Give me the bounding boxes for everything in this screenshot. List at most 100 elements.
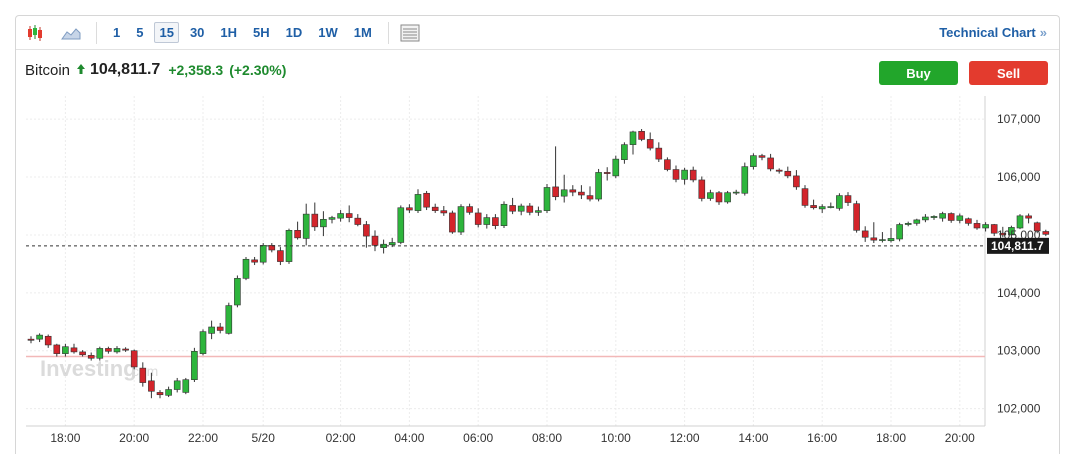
candle[interactable] — [277, 247, 284, 266]
candle[interactable] — [27, 336, 35, 344]
candle[interactable] — [552, 146, 559, 201]
candle[interactable] — [466, 203, 473, 215]
candle[interactable] — [999, 226, 1007, 238]
candle[interactable] — [148, 372, 155, 399]
candle[interactable] — [328, 215, 336, 224]
candle[interactable] — [53, 343, 61, 357]
candle[interactable] — [130, 349, 138, 370]
candle[interactable] — [664, 157, 671, 172]
candle[interactable] — [672, 165, 680, 183]
candle[interactable] — [449, 210, 456, 234]
candle[interactable] — [70, 343, 78, 354]
candle[interactable] — [732, 189, 740, 195]
candle[interactable] — [311, 202, 319, 231]
candle[interactable] — [337, 210, 344, 222]
candle[interactable] — [861, 226, 869, 242]
candle[interactable] — [629, 130, 637, 155]
candle[interactable] — [474, 208, 482, 228]
candle[interactable] — [113, 346, 121, 354]
candle[interactable] — [414, 189, 422, 213]
candle[interactable] — [913, 218, 921, 226]
candle[interactable] — [870, 222, 878, 244]
candle[interactable] — [646, 132, 654, 151]
timeframe-1w[interactable]: 1W — [318, 25, 338, 40]
candle[interactable] — [844, 192, 852, 206]
candle[interactable] — [793, 170, 800, 190]
candle[interactable] — [139, 362, 147, 387]
buy-button[interactable]: Buy — [879, 61, 958, 85]
candle[interactable] — [569, 185, 577, 197]
candle[interactable] — [638, 129, 645, 142]
candle[interactable] — [182, 377, 190, 395]
timeframe-5[interactable]: 5 — [136, 25, 144, 40]
candle[interactable] — [380, 239, 387, 254]
candle[interactable] — [122, 347, 129, 352]
candle[interactable] — [904, 221, 912, 227]
candle[interactable] — [879, 232, 886, 243]
candle[interactable] — [801, 185, 809, 208]
candle[interactable] — [965, 217, 972, 226]
candle[interactable] — [216, 322, 224, 334]
candle[interactable] — [836, 193, 843, 211]
candle[interactable] — [560, 174, 568, 203]
candle[interactable] — [105, 346, 112, 354]
candle[interactable] — [689, 166, 697, 183]
candle[interactable] — [896, 222, 903, 242]
candle[interactable] — [397, 205, 405, 245]
candle[interactable] — [268, 243, 276, 253]
candle[interactable] — [750, 153, 757, 170]
sell-button[interactable]: Sell — [969, 61, 1048, 85]
candle[interactable] — [1042, 229, 1050, 237]
candle[interactable] — [1033, 221, 1041, 234]
candle[interactable] — [818, 204, 826, 213]
candle[interactable] — [758, 153, 766, 161]
candle[interactable] — [715, 190, 723, 205]
timeframe-1m[interactable]: 1M — [353, 25, 372, 40]
candle[interactable] — [586, 186, 594, 202]
candle[interactable] — [173, 377, 181, 393]
candle[interactable] — [345, 205, 353, 223]
timeframe-1h[interactable]: 1H — [220, 25, 238, 40]
candle[interactable] — [681, 167, 688, 185]
candle[interactable] — [87, 352, 95, 361]
candle[interactable] — [724, 190, 731, 204]
candle[interactable] — [655, 142, 663, 162]
candle[interactable] — [1025, 213, 1032, 224]
timeframe-1[interactable]: 1 — [113, 25, 121, 40]
candle[interactable] — [371, 230, 379, 252]
candle[interactable] — [457, 204, 465, 235]
candle[interactable] — [165, 386, 172, 398]
candle[interactable] — [1016, 214, 1024, 230]
candle[interactable] — [767, 153, 774, 172]
candle[interactable] — [517, 203, 525, 216]
candle[interactable] — [354, 214, 362, 227]
candle[interactable] — [707, 189, 714, 201]
timeframe-1d[interactable]: 1D — [285, 25, 303, 40]
candle[interactable] — [44, 334, 52, 348]
candle[interactable] — [208, 320, 215, 340]
candle[interactable] — [887, 228, 895, 243]
candle[interactable] — [492, 214, 499, 230]
candle[interactable] — [509, 197, 516, 215]
area-chart-icon[interactable] — [60, 22, 82, 44]
candle[interactable] — [784, 166, 792, 179]
candle[interactable] — [982, 222, 989, 232]
candle[interactable] — [853, 200, 860, 233]
candle[interactable] — [990, 223, 998, 237]
candle[interactable] — [947, 212, 955, 223]
candle[interactable] — [440, 206, 448, 216]
candle[interactable] — [698, 176, 706, 202]
candle[interactable] — [363, 221, 370, 248]
candle[interactable] — [79, 350, 86, 357]
candle[interactable] — [320, 211, 327, 237]
candle[interactable] — [500, 201, 508, 228]
candle[interactable] — [956, 213, 964, 224]
candle[interactable] — [603, 167, 611, 181]
candle[interactable] — [543, 184, 551, 213]
candle[interactable] — [156, 390, 164, 399]
candle[interactable] — [423, 190, 430, 211]
candle[interactable] — [595, 168, 602, 202]
candle[interactable] — [62, 343, 69, 357]
candle[interactable] — [294, 221, 301, 240]
